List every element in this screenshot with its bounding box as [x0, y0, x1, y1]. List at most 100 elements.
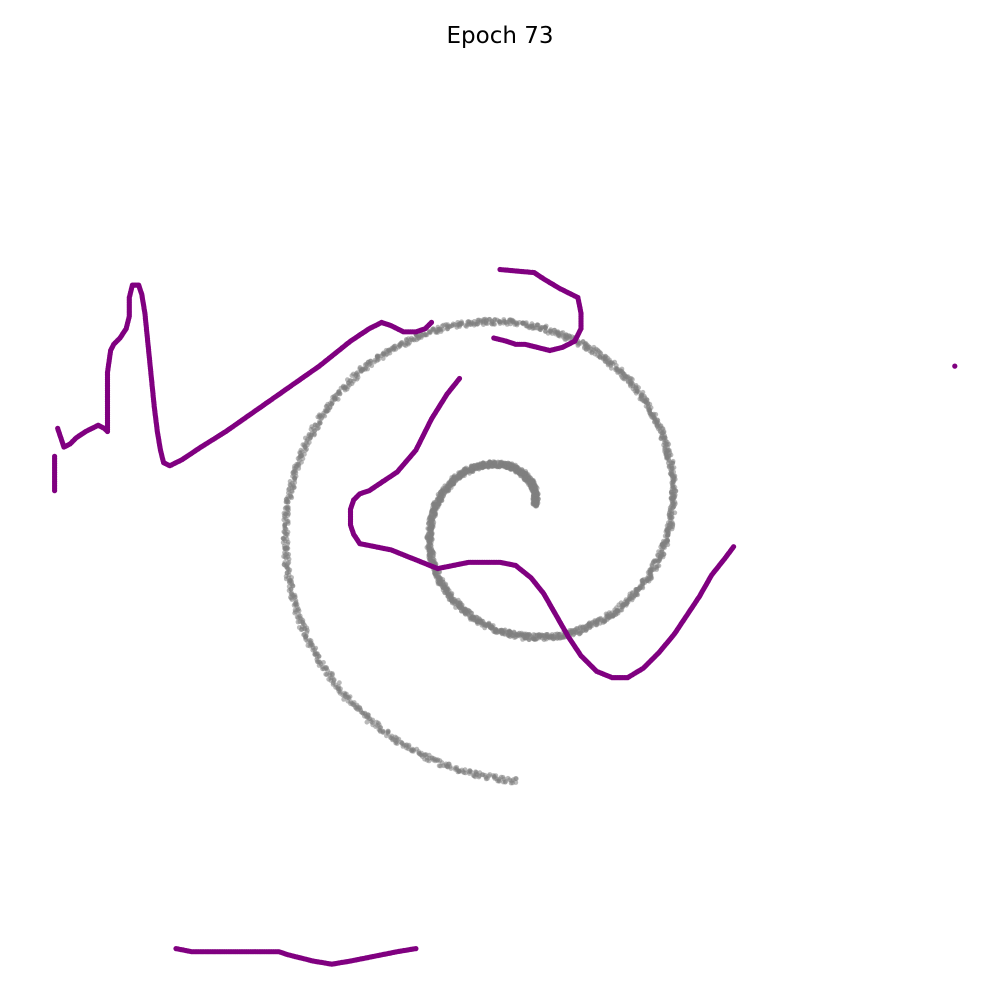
- target-point: [666, 520, 671, 526]
- generated-point: [413, 946, 419, 952]
- generated-point: [731, 544, 737, 550]
- target-point: [349, 373, 355, 378]
- target-point: [669, 520, 675, 525]
- target-point: [659, 549, 665, 555]
- target-point: [414, 333, 420, 339]
- target-point: [439, 760, 445, 766]
- target-spiral-series: [280, 316, 679, 786]
- target-point: [285, 519, 291, 524]
- target-point: [365, 366, 370, 372]
- target-point: [385, 731, 391, 736]
- target-point: [287, 479, 293, 484]
- target-point: [346, 695, 352, 701]
- target-point: [381, 351, 387, 357]
- target-point: [613, 367, 618, 373]
- target-point: [435, 758, 440, 764]
- target-point: [551, 633, 557, 639]
- target-point: [296, 608, 302, 614]
- target-point: [578, 628, 584, 634]
- target-point: [289, 597, 295, 602]
- target-point: [281, 536, 287, 542]
- target-point: [303, 435, 308, 441]
- target-point: [472, 774, 478, 780]
- target-point: [372, 359, 377, 365]
- target-point: [670, 460, 675, 466]
- target-point: [373, 724, 378, 729]
- target-point: [444, 326, 450, 332]
- target-point: [640, 585, 646, 591]
- target-point: [307, 436, 313, 441]
- target-point: [377, 725, 383, 731]
- target-point: [315, 423, 320, 428]
- generated-points-series: [52, 266, 958, 967]
- generated-point: [52, 488, 58, 494]
- target-point: [285, 541, 290, 547]
- target-point: [303, 634, 309, 640]
- target-point: [293, 609, 298, 615]
- target-point: [358, 709, 364, 715]
- target-point: [282, 515, 288, 520]
- target-point: [625, 378, 631, 384]
- target-point: [630, 594, 635, 600]
- target-point: [337, 680, 342, 686]
- target-point: [513, 776, 519, 782]
- target-point: [513, 780, 519, 785]
- target-point: [364, 719, 370, 725]
- target-point: [664, 439, 670, 445]
- target-point: [543, 329, 548, 334]
- target-point: [672, 510, 678, 516]
- target-point: [380, 728, 386, 734]
- target-point: [501, 317, 507, 322]
- target-point: [330, 400, 335, 406]
- target-point: [285, 500, 291, 505]
- target-point: [369, 363, 375, 369]
- target-point: [663, 538, 669, 544]
- target-point: [594, 619, 600, 625]
- target-point: [297, 619, 303, 624]
- target-point: [467, 771, 472, 776]
- target-point: [476, 317, 482, 323]
- target-point: [380, 356, 386, 361]
- target-point: [481, 322, 486, 327]
- target-point: [304, 630, 310, 635]
- target-point: [370, 720, 375, 725]
- target-point: [653, 412, 659, 417]
- generated-point: [952, 363, 958, 369]
- target-point: [532, 632, 538, 638]
- target-point: [354, 706, 360, 712]
- target-point: [482, 625, 488, 631]
- target-point: [431, 550, 437, 556]
- target-point: [323, 408, 329, 414]
- target-point: [488, 625, 494, 631]
- target-point: [473, 770, 479, 775]
- target-point: [314, 654, 320, 660]
- target-point: [340, 384, 346, 390]
- target-point: [411, 748, 416, 754]
- target-point: [630, 590, 635, 595]
- target-point: [574, 630, 580, 635]
- target-point: [448, 766, 454, 771]
- target-point: [435, 330, 440, 335]
- target-point: [364, 363, 370, 368]
- target-point: [358, 368, 364, 373]
- target-point: [321, 666, 327, 672]
- target-point: [304, 446, 309, 452]
- target-point: [299, 626, 305, 632]
- target-point: [552, 327, 557, 333]
- target-point: [489, 321, 494, 326]
- target-point: [404, 338, 410, 343]
- target-point: [497, 319, 503, 325]
- target-point: [394, 741, 400, 746]
- target-point: [656, 563, 662, 569]
- target-point: [445, 590, 450, 596]
- target-point: [465, 322, 470, 327]
- target-point: [289, 495, 295, 501]
- target-point: [406, 742, 412, 748]
- generated-point: [491, 335, 497, 341]
- generated-point: [428, 319, 435, 325]
- target-point: [548, 328, 553, 334]
- target-point: [338, 689, 343, 695]
- chart-title: Epoch 73: [446, 23, 554, 49]
- target-point: [337, 391, 343, 396]
